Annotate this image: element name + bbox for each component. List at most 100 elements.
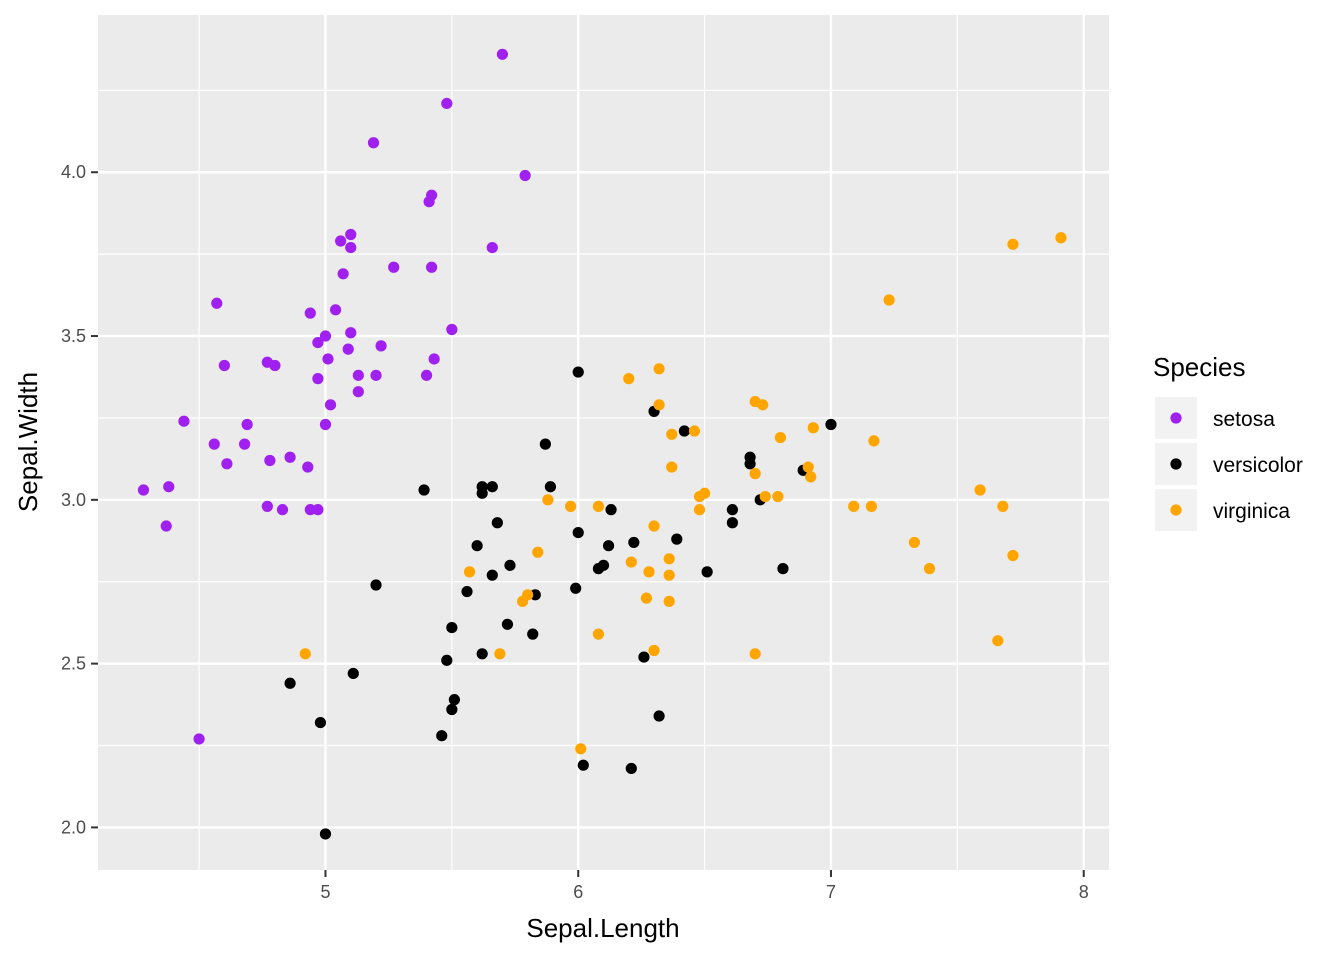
- point-setosa: [375, 340, 387, 352]
- x-axis-ticks: 5 6 7 8: [320, 870, 1089, 902]
- point-setosa: [426, 261, 438, 273]
- point-versicolor: [726, 517, 739, 529]
- point-virginica: [592, 500, 605, 512]
- point-versicolor: [602, 540, 615, 552]
- point-virginica: [648, 520, 660, 532]
- point-setosa: [221, 458, 233, 470]
- point-virginica: [807, 422, 819, 434]
- point-virginica: [688, 425, 701, 437]
- point-virginica: [805, 471, 817, 483]
- point-versicolor: [314, 716, 327, 729]
- point-versicolor: [446, 703, 458, 716]
- point-virginica: [663, 569, 675, 581]
- point-setosa: [367, 137, 380, 149]
- point-versicolor: [628, 536, 640, 549]
- point-setosa: [218, 359, 230, 372]
- point-setosa: [312, 336, 324, 349]
- point-virginica: [532, 546, 544, 558]
- point-virginica: [883, 294, 895, 306]
- point-versicolor: [504, 559, 516, 571]
- point-virginica: [592, 628, 605, 640]
- point-versicolor: [319, 828, 332, 840]
- point-setosa: [193, 733, 205, 745]
- point-virginica: [494, 648, 506, 660]
- point-versicolor: [671, 533, 683, 545]
- point-versicolor: [436, 730, 448, 742]
- point-virginica: [974, 484, 986, 496]
- point-versicolor: [625, 762, 637, 775]
- point-virginica: [625, 556, 637, 568]
- point-versicolor: [441, 654, 453, 666]
- point-versicolor: [572, 366, 584, 378]
- point-versicolor: [476, 487, 488, 499]
- point-virginica: [757, 399, 769, 411]
- point-virginica: [923, 563, 936, 575]
- point-virginica: [640, 592, 653, 604]
- point-setosa: [496, 48, 508, 60]
- legend-label-versicolor: versicolor: [1213, 454, 1303, 477]
- point-versicolor: [701, 566, 713, 578]
- point-setosa: [519, 169, 531, 182]
- legend: Species setosa versicolor virginica: [1153, 352, 1303, 531]
- point-versicolor: [418, 484, 430, 496]
- minor-gridlines: [98, 15, 1109, 870]
- x-tick-label: 6: [573, 882, 583, 902]
- legend-marker-versicolor: [1170, 458, 1182, 470]
- point-setosa: [486, 241, 498, 254]
- point-setosa: [337, 268, 349, 280]
- point-virginica: [643, 566, 655, 578]
- data-points: [137, 48, 1067, 840]
- y-tick-label: 2.0: [61, 817, 86, 837]
- point-setosa: [137, 484, 150, 496]
- point-setosa: [322, 353, 334, 365]
- point-virginica: [693, 490, 706, 503]
- point-setosa: [319, 418, 332, 431]
- point-virginica: [565, 500, 577, 512]
- y-axis-ticks: 2.0 2.5 3.0 3.5 4.0: [61, 162, 98, 837]
- point-virginica: [1007, 549, 1019, 562]
- point-setosa: [324, 399, 337, 411]
- point-versicolor: [570, 582, 582, 594]
- point-versicolor: [347, 667, 359, 680]
- point-virginica: [848, 500, 860, 512]
- point-versicolor: [777, 563, 789, 575]
- point-virginica: [666, 461, 678, 473]
- x-tick-label: 7: [826, 882, 836, 902]
- point-setosa: [329, 304, 342, 316]
- point-virginica: [1007, 238, 1019, 250]
- point-versicolor: [471, 540, 483, 552]
- point-setosa: [423, 196, 435, 208]
- point-virginica: [759, 490, 771, 503]
- point-setosa: [302, 461, 314, 473]
- point-setosa: [345, 327, 357, 339]
- point-versicolor: [486, 569, 498, 581]
- point-versicolor: [638, 651, 650, 663]
- point-virginica: [802, 461, 814, 473]
- legend-label-setosa: setosa: [1213, 408, 1275, 431]
- point-virginica: [653, 363, 665, 375]
- point-virginica: [666, 428, 678, 440]
- y-tick-label: 2.5: [61, 654, 86, 674]
- point-setosa: [312, 373, 324, 385]
- point-setosa: [208, 438, 220, 450]
- point-setosa: [276, 504, 289, 516]
- point-setosa: [264, 454, 276, 467]
- point-virginica: [299, 648, 311, 660]
- point-setosa: [370, 369, 382, 381]
- point-setosa: [345, 241, 357, 254]
- point-setosa: [312, 504, 324, 516]
- point-virginica: [693, 504, 706, 516]
- point-versicolor: [544, 481, 557, 493]
- point-setosa: [345, 228, 357, 241]
- point-versicolor: [284, 677, 296, 689]
- point-versicolor: [653, 710, 665, 722]
- point-virginica: [774, 431, 787, 444]
- point-setosa: [241, 418, 253, 431]
- point-setosa: [335, 235, 347, 247]
- point-setosa: [178, 415, 190, 427]
- legend-title: Species: [1153, 352, 1246, 382]
- point-versicolor: [486, 481, 498, 493]
- point-virginica: [463, 566, 476, 578]
- point-versicolor: [539, 438, 551, 450]
